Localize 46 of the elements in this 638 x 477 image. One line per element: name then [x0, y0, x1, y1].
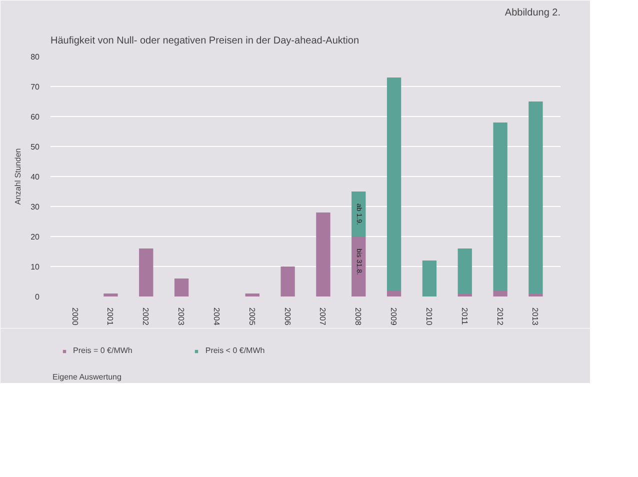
bar — [352, 236, 366, 296]
x-tick-label: 2001 — [106, 308, 115, 326]
y-tick-label: 30 — [30, 202, 40, 212]
y-axis-title: Anzahl Stunden — [14, 148, 23, 205]
legend-label: Preis = 0 €/MWh — [73, 346, 132, 355]
text: Eigene Auswertung — [52, 372, 122, 382]
bar — [280, 266, 295, 296]
bar — [386, 78, 402, 290]
bar — [458, 294, 472, 296]
y-tick-label: 60 — [30, 112, 40, 122]
x-tick-label: 2004 — [212, 308, 221, 326]
x-tick-label: 2002 — [141, 308, 150, 326]
x-tick-label: 2010 — [424, 308, 434, 326]
bar — [245, 294, 260, 296]
bar — [352, 192, 366, 236]
legend-label: Preis < 0 €/MWh — [205, 346, 265, 355]
x-tick-label: 2011 — [460, 308, 469, 326]
bar — [422, 260, 437, 296]
x-tick-label: 2005 — [247, 308, 256, 326]
bar — [104, 294, 118, 296]
x-tick-label: 2003 — [176, 308, 186, 326]
y-tick-label: 20 — [30, 232, 40, 242]
x-tick-label: 2007 — [318, 308, 328, 326]
bar — [386, 290, 402, 296]
y-tick-label: 10 — [30, 262, 40, 272]
y-tick-label: 80 — [30, 52, 40, 62]
x-tick-label: 2013 — [530, 308, 540, 326]
x-tick-label: 2006 — [282, 308, 292, 326]
x-tick-label: 2012 — [495, 308, 504, 326]
y-tick-label: 50 — [30, 142, 40, 152]
bar — [174, 278, 189, 296]
x-tick-label: 2009 — [389, 308, 398, 326]
y-tick-label: 40 — [30, 172, 40, 182]
bar — [493, 290, 508, 296]
y-tick-label: 0 — [35, 292, 40, 302]
text: Abbildung 2. — [504, 8, 561, 18]
chart-title: Häufigkeit von Null- oder negativen Preisen in der Day-ahead-Auktion — [50, 36, 360, 46]
x-tick-label: 2008 — [354, 308, 363, 326]
bar — [458, 248, 472, 294]
bar — [139, 248, 154, 296]
y-tick-label: 70 — [30, 82, 40, 92]
x-tick-label: 2000 — [70, 308, 80, 326]
bar — [316, 212, 330, 296]
bar — [528, 294, 543, 296]
bar — [528, 102, 543, 294]
bar — [493, 122, 508, 290]
